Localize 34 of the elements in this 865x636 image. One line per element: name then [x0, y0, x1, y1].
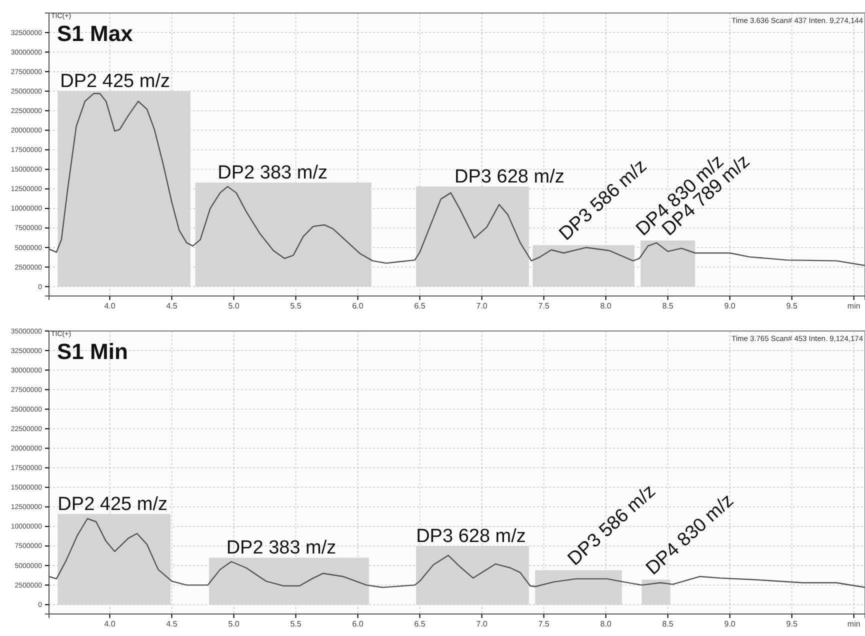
- chart-title: S1 Min: [57, 339, 128, 364]
- annotation: DP2 383 m/z: [218, 162, 328, 184]
- x-tick-label: 5.0: [228, 302, 240, 311]
- x-tick-label: 7.0: [476, 620, 488, 629]
- x-tick-label: 9.0: [724, 620, 736, 629]
- x-tick-label: 4.5: [166, 620, 178, 629]
- x-tick-label: 8.5: [662, 302, 674, 311]
- x-tick-label: 4.0: [104, 302, 116, 311]
- x-tick-label: min: [847, 620, 860, 629]
- annotation: DP3 628 m/z: [416, 526, 526, 547]
- x-tick-label: 9.0: [724, 302, 736, 311]
- x-tick-label: 9.5: [786, 302, 798, 311]
- x-tick-label: 5.0: [228, 620, 240, 629]
- chart-title: S1 Max: [57, 21, 134, 46]
- x-tick-label: 9.5: [786, 620, 798, 629]
- annotation: DP2 425 m/z: [58, 494, 168, 515]
- x-tick-label: 6.0: [352, 302, 364, 311]
- x-tick-label: 4.5: [166, 302, 178, 311]
- x-tick-label: 6.5: [414, 302, 426, 311]
- x-tick-label: 6.5: [414, 620, 426, 629]
- x-tick-label: 5.5: [290, 302, 302, 311]
- x-tick-label: 7.0: [476, 302, 488, 311]
- annotation: DP2 425 m/z: [60, 71, 170, 92]
- x-tick-label: 7.5: [538, 302, 550, 311]
- x-tick-label: 8.0: [600, 620, 612, 629]
- annotation: DP3 628 m/z: [454, 166, 564, 188]
- annotation: DP2 383 m/z: [226, 538, 336, 559]
- x-tick-label: 5.5: [290, 620, 302, 629]
- x-tick-label: 8.0: [600, 302, 612, 311]
- x-tick-label: 4.0: [104, 620, 116, 629]
- x-tick-label: 6.0: [352, 620, 364, 629]
- x-tick-label: 8.5: [662, 620, 674, 629]
- x-tick-label: min: [847, 302, 860, 311]
- x-tick-label: 7.5: [538, 620, 550, 629]
